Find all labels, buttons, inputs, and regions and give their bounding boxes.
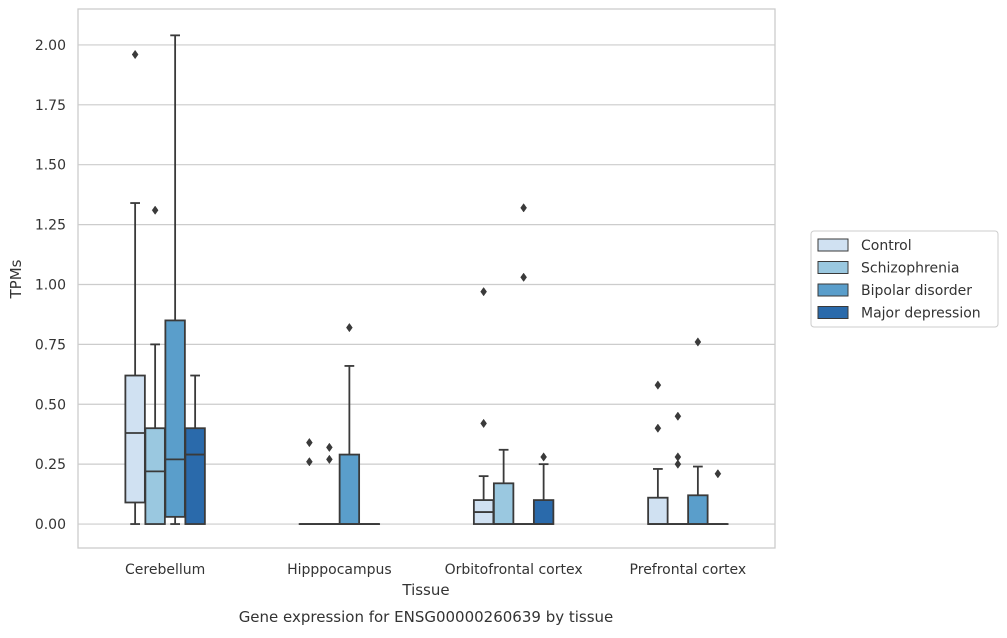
outlier-point xyxy=(521,273,527,281)
y-tick-label: 1.25 xyxy=(35,218,66,234)
box-body xyxy=(145,428,165,524)
box-schizophrenia xyxy=(494,450,514,524)
x-tick-labels: Cerebellum Hipppocampus Orbitofrontal cort… xyxy=(125,562,746,578)
y-tick-labels: 0.00 0.25 0.50 0.75 1.00 1.25 1.50 1.75 2.00 xyxy=(35,38,66,533)
outlier-point xyxy=(326,455,332,463)
outlier-point xyxy=(675,453,681,461)
box-body xyxy=(340,455,360,524)
box-body xyxy=(648,498,668,524)
legend-swatch xyxy=(818,307,848,319)
x-tick-label: Hipppocampus xyxy=(287,562,392,578)
outlier-point xyxy=(521,204,527,212)
y-tick-label: 0.50 xyxy=(35,397,66,413)
y-tick-label: 0.00 xyxy=(35,517,66,533)
x-tick-label: Orbitofrontal cortex xyxy=(445,562,583,578)
outlier-point xyxy=(541,453,547,461)
box-control xyxy=(648,381,668,524)
x-axis-label: Tissue xyxy=(401,581,449,599)
x-tick-label: Cerebellum xyxy=(125,562,205,578)
box-schizophrenia xyxy=(145,206,165,524)
legend-swatch xyxy=(818,262,848,274)
box-major-depression xyxy=(708,470,728,525)
box-bipolar-disorder xyxy=(514,204,534,524)
outlier-point xyxy=(132,50,138,58)
boxes xyxy=(125,35,727,524)
box-schizophrenia xyxy=(320,443,340,524)
box-body xyxy=(165,320,185,516)
legend: Control Schizophrenia Bipolar disorder Majo… xyxy=(811,231,998,327)
y-axis-label: TPMs xyxy=(7,259,25,299)
y-tick-label: 1.50 xyxy=(35,158,66,174)
y-tick-label: 0.25 xyxy=(35,457,66,473)
legend-label: Bipolar disorder xyxy=(861,283,972,299)
y-tick-label: 0.75 xyxy=(35,337,66,353)
box-body xyxy=(688,495,708,524)
outlier-point xyxy=(655,381,661,389)
legend-swatch xyxy=(818,284,848,296)
outlier-point xyxy=(346,323,352,331)
box-body xyxy=(534,500,554,524)
outlier-point xyxy=(715,470,721,478)
x-tick-label: Prefrontal cortex xyxy=(630,562,747,578)
chart-caption: Gene expression for ENSG00000260639 by t… xyxy=(239,608,614,626)
legend-swatch xyxy=(818,239,848,251)
box-schizophrenia xyxy=(668,412,688,524)
box-bipolar-disorder xyxy=(688,338,708,524)
outlier-point xyxy=(326,443,332,451)
legend-label: Major depression xyxy=(861,306,981,322)
outlier-point xyxy=(306,438,312,446)
box-control xyxy=(125,50,145,524)
outlier-point xyxy=(655,424,661,432)
y-tick-label: 2.00 xyxy=(35,38,66,54)
outlier-point xyxy=(152,206,158,214)
box-bipolar-disorder xyxy=(340,323,360,524)
y-tick-label: 1.00 xyxy=(35,277,66,293)
outlier-point xyxy=(481,287,487,295)
box-body xyxy=(125,376,145,503)
box-major-depression xyxy=(185,376,205,525)
outlier-point xyxy=(675,412,681,420)
box-control xyxy=(474,287,494,524)
y-tick-label: 1.75 xyxy=(35,98,66,114)
outlier-point xyxy=(481,419,487,427)
box-bipolar-disorder xyxy=(165,35,185,524)
box-major-depression xyxy=(534,453,554,524)
legend-label: Schizophrenia xyxy=(861,261,959,277)
box-control xyxy=(300,438,320,524)
legend-label: Control xyxy=(861,238,912,254)
box-body xyxy=(494,483,514,524)
box-body xyxy=(185,428,205,524)
